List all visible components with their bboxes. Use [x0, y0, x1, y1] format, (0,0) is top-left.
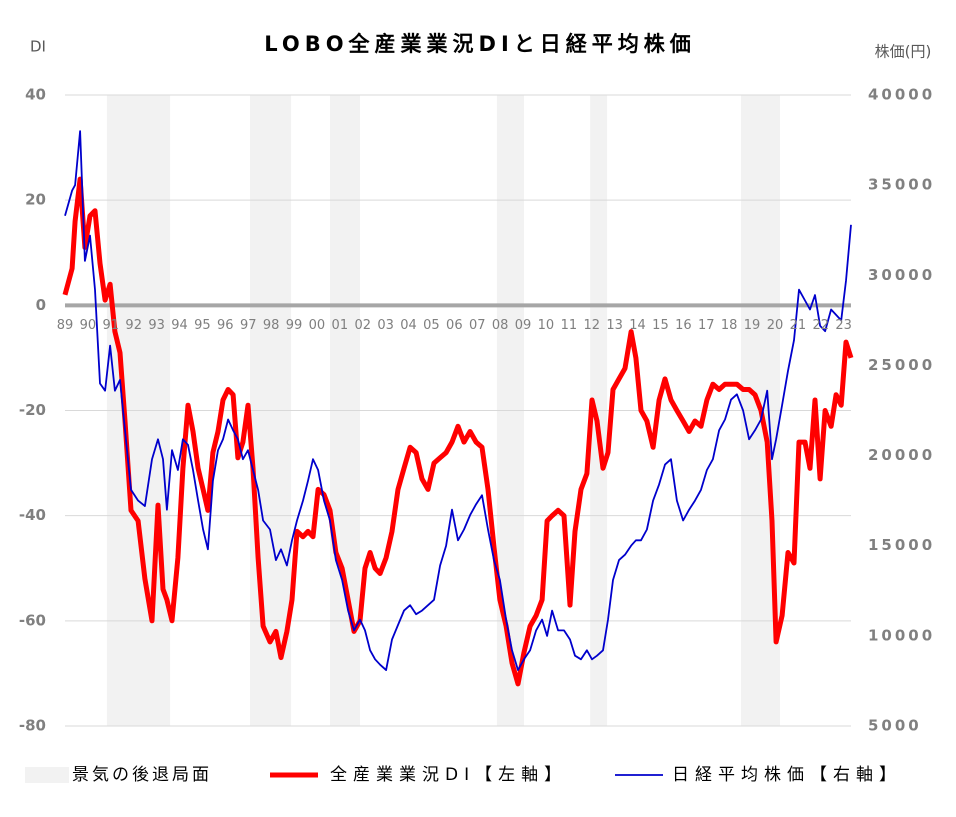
y2-tick-label: 20000 — [868, 446, 935, 464]
y2-tick-label: 35000 — [868, 176, 935, 194]
y-tick-label: 20 — [25, 191, 46, 209]
y2-tick-label: 30000 — [868, 266, 935, 284]
y-axis-label: DI — [30, 38, 46, 56]
x-tick-label: 03 — [377, 318, 394, 333]
y2-tick-label: 25000 — [868, 356, 935, 374]
x-tick-label: 05 — [423, 318, 440, 333]
x-tick-label: 95 — [194, 318, 211, 333]
x-tick-label: 98 — [263, 318, 280, 333]
x-tick-label: 21 — [790, 318, 807, 333]
x-tick-label: 07 — [469, 318, 486, 333]
y-tick-label: -60 — [19, 611, 46, 629]
x-tick-label: 04 — [400, 318, 417, 333]
y-tick-label: -40 — [19, 506, 46, 524]
x-tick-label: 94 — [171, 318, 188, 333]
chart-title: LOBO全産業業況DIと日経平均株価 — [264, 32, 696, 56]
x-tick-label: 96 — [217, 318, 234, 333]
x-tick-label: 90 — [80, 318, 97, 333]
legend-label: 全産業業況DI【左軸】 — [330, 765, 567, 785]
grid — [65, 94, 851, 727]
legend-swatch — [25, 767, 69, 783]
x-tick-label: 17 — [698, 318, 715, 333]
x-tick-label: 06 — [446, 318, 463, 333]
labels: 40200-20-40-60-8040000350003000025000200… — [19, 86, 935, 735]
x-tick-label: 16 — [675, 318, 692, 333]
y2-tick-label: 15000 — [868, 536, 935, 554]
x-tick-label: 00 — [309, 318, 326, 333]
x-tick-label: 22 — [812, 318, 829, 333]
x-tick-label: 99 — [286, 318, 303, 333]
x-tick-label: 01 — [332, 318, 349, 333]
y-tick-label: -80 — [19, 717, 46, 735]
series-line — [62, 176, 854, 687]
x-tick-label: 91 — [103, 318, 120, 333]
x-tick-label: 14 — [629, 318, 646, 333]
y-tick-label: 40 — [25, 86, 46, 104]
y2-tick-label: 10000 — [868, 626, 935, 644]
x-tick-label: 13 — [606, 318, 623, 333]
x-tick-label: 20 — [767, 318, 784, 333]
legend: 景気の後退局面 全産業業況DI【左軸】 日経平均株価【右軸】 — [25, 765, 902, 785]
y-tick-label: 0 — [36, 296, 46, 314]
x-tick-label: 19 — [744, 318, 761, 333]
series-line — [64, 130, 852, 671]
x-tick-label: 09 — [515, 318, 532, 333]
x-tick-label: 97 — [240, 318, 257, 333]
x-tick-label: 02 — [354, 318, 371, 333]
x-tick-label: 11 — [561, 318, 578, 333]
x-tick-label: 08 — [492, 318, 509, 333]
x-tick-label: 12 — [583, 318, 600, 333]
legend-label: 景気の後退局面 — [72, 765, 212, 785]
x-tick-label: 10 — [538, 318, 555, 333]
legend-label: 日経平均株価【右軸】 — [672, 765, 902, 785]
x-tick-label: 15 — [652, 318, 669, 333]
x-tick-label: 89 — [57, 318, 74, 333]
x-tick-label: 23 — [835, 318, 852, 333]
lines — [62, 130, 854, 687]
y2-axis-label: 株価(円) — [875, 43, 932, 61]
x-tick-label: 18 — [721, 318, 738, 333]
x-tick-label: 92 — [125, 318, 142, 333]
y2-tick-label: 5000 — [868, 717, 922, 735]
x-tick-label: 93 — [148, 318, 165, 333]
y2-tick-label: 40000 — [868, 86, 935, 104]
y-tick-label: -20 — [19, 401, 46, 419]
